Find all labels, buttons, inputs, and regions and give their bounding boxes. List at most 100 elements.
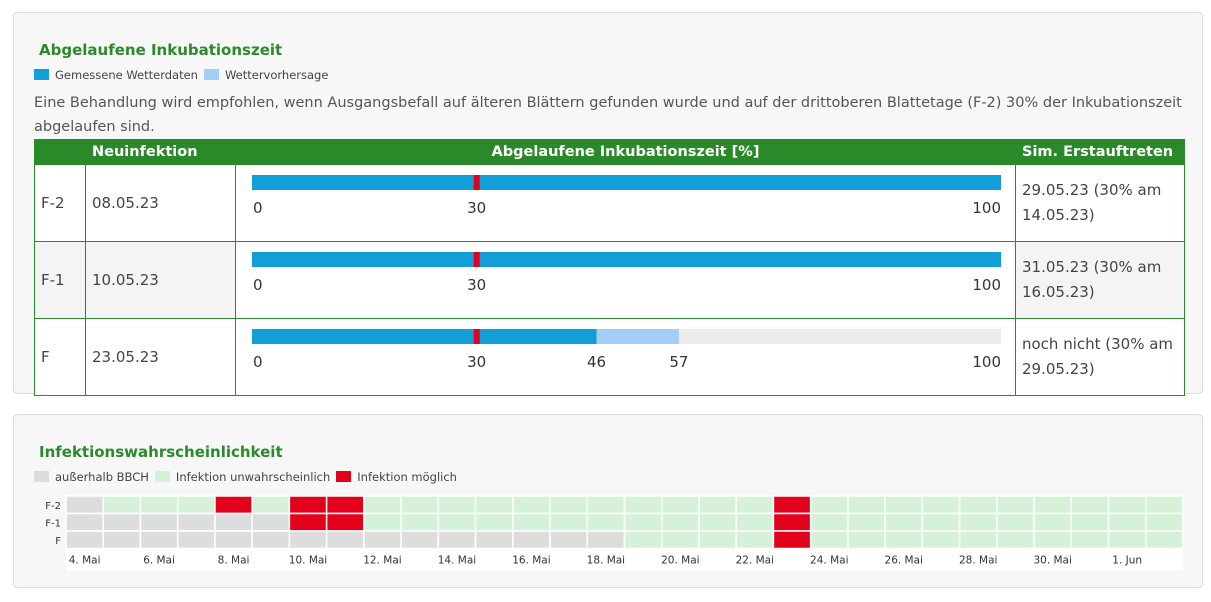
heat-cell	[772, 512, 812, 532]
heat-cell	[996, 512, 1035, 532]
heat-cell	[847, 495, 886, 515]
tick-label: 30	[467, 199, 486, 217]
heat-cell	[549, 512, 589, 532]
x-tick-label: 18. Mai	[587, 555, 625, 567]
tick-label: 46	[587, 353, 606, 371]
heat-cell	[474, 495, 514, 515]
heat-cell	[437, 512, 477, 532]
heat-cell	[1033, 530, 1073, 550]
heat-cell	[400, 530, 440, 550]
heat-cell	[1145, 530, 1184, 550]
header-cell	[34, 139, 86, 165]
heat-cell	[660, 530, 700, 550]
x-tick-label: 10. Mai	[289, 555, 327, 567]
x-tick-label: 24. Mai	[810, 555, 848, 567]
heat-cell	[102, 512, 142, 532]
x-tick-label: 16. Mai	[512, 555, 550, 567]
heat-cell	[772, 530, 812, 550]
row-label: F-1	[45, 518, 61, 529]
heat-cell	[363, 530, 402, 550]
heat-cell	[623, 495, 663, 515]
x-tick-label: 26. Mai	[885, 555, 923, 567]
heat-cell	[884, 495, 924, 515]
bar-cell: 0 30 100	[235, 164, 1016, 242]
x-tick-label: 6. Mai	[143, 555, 175, 567]
probability-panel: Infektionswahrscheinlichkeit außerhalb B…	[13, 414, 1203, 588]
heat-cell	[772, 495, 812, 515]
legend-label: Infektion unwahrscheinlich	[175, 470, 331, 484]
heat-cell	[996, 530, 1035, 550]
heat-cell	[698, 530, 737, 550]
tick-label: 57	[669, 353, 688, 371]
legend-item: Infektion unwahrscheinlich	[154, 470, 331, 484]
row-label: F	[55, 536, 61, 547]
heat-cell	[1107, 512, 1147, 532]
date-cell: 23.05.23	[85, 318, 236, 396]
row-label: F-2	[34, 164, 86, 242]
heat-cell	[698, 495, 737, 515]
x-axis-band	[66, 548, 1183, 571]
heat-cell	[214, 512, 253, 532]
heat-cell	[586, 530, 626, 550]
legend-item: Gemessene Wetterdaten	[34, 68, 198, 82]
heat-cell	[809, 530, 849, 550]
heat-cell	[102, 530, 142, 550]
heat-cell	[735, 512, 775, 532]
heat-cell	[921, 495, 961, 515]
heat-cell	[102, 495, 142, 515]
heat-cell	[176, 512, 216, 532]
heat-cell	[474, 530, 514, 550]
heat-cell	[1070, 530, 1110, 550]
row-label: F	[34, 318, 86, 396]
heat-cell	[325, 512, 365, 532]
legend-swatch	[34, 69, 49, 80]
heat-cell	[139, 530, 179, 550]
heat-cell	[65, 530, 104, 550]
sim-cell: noch nicht (30% am 29.05.23)	[1015, 318, 1185, 396]
heat-cell	[623, 512, 663, 532]
legend: Gemessene Wetterdaten Wettervorhersage	[34, 68, 334, 82]
x-tick-label: 22. Mai	[736, 555, 774, 567]
header-row: Neuinfektion Abgelaufene Inkubationszeit …	[34, 139, 1185, 165]
heat-cell	[735, 530, 775, 550]
progress-bar: 0 30 100	[252, 252, 1001, 294]
heatmap: F-2 F-1 F 4. Mai 6. Mai 8. Mai 10. Mai 12. Mai 1…	[45, 495, 1184, 571]
threshold-marker	[473, 329, 480, 344]
legend-label: Wettervorhersage	[224, 68, 329, 82]
heat-cell	[214, 530, 253, 550]
heat-cell	[400, 495, 440, 515]
heat-cell	[921, 530, 961, 550]
tick-label: 100	[972, 276, 1001, 294]
heat-cell	[363, 512, 402, 532]
x-tick-label: 30. Mai	[1033, 555, 1071, 567]
heat-cell	[996, 495, 1035, 515]
date-cell: 10.05.23	[85, 241, 236, 319]
heat-cell	[251, 512, 291, 532]
incubation-table: Neuinfektion Abgelaufene Inkubationszeit …	[34, 139, 1185, 396]
heat-cell	[1107, 495, 1147, 515]
heat-cell	[512, 495, 551, 515]
x-tick-label: 4. Mai	[69, 555, 101, 567]
heat-cell	[437, 495, 477, 515]
tick-label: 100	[972, 199, 1001, 217]
row-label: F-1	[34, 241, 86, 319]
progress-bar: 0 30 46 57 100	[252, 329, 1001, 371]
heat-cell	[214, 495, 253, 515]
heat-cell	[1070, 512, 1110, 532]
heat-cell	[325, 495, 365, 515]
incubation-panel: Abgelaufene Inkubationszeit Gemessene We…	[13, 12, 1203, 396]
heat-cell	[958, 530, 998, 550]
heat-cell	[288, 512, 328, 532]
legend-swatch	[203, 69, 219, 80]
heat-cell	[549, 495, 589, 515]
x-tick-label: 1. Jun	[1112, 555, 1142, 567]
heat-cell	[1070, 495, 1110, 515]
heat-cell	[1145, 495, 1184, 515]
sim-cell: 29.05.23 (30% am 14.05.23)	[1015, 164, 1185, 242]
heat-cell	[139, 495, 179, 515]
heat-cell	[1033, 512, 1073, 532]
legend-swatch	[154, 471, 170, 482]
heat-cell	[251, 495, 291, 515]
table-row: F-1 10.05.23 0 30 100 31.05.23 (30% am 16.05.…	[34, 241, 1185, 319]
